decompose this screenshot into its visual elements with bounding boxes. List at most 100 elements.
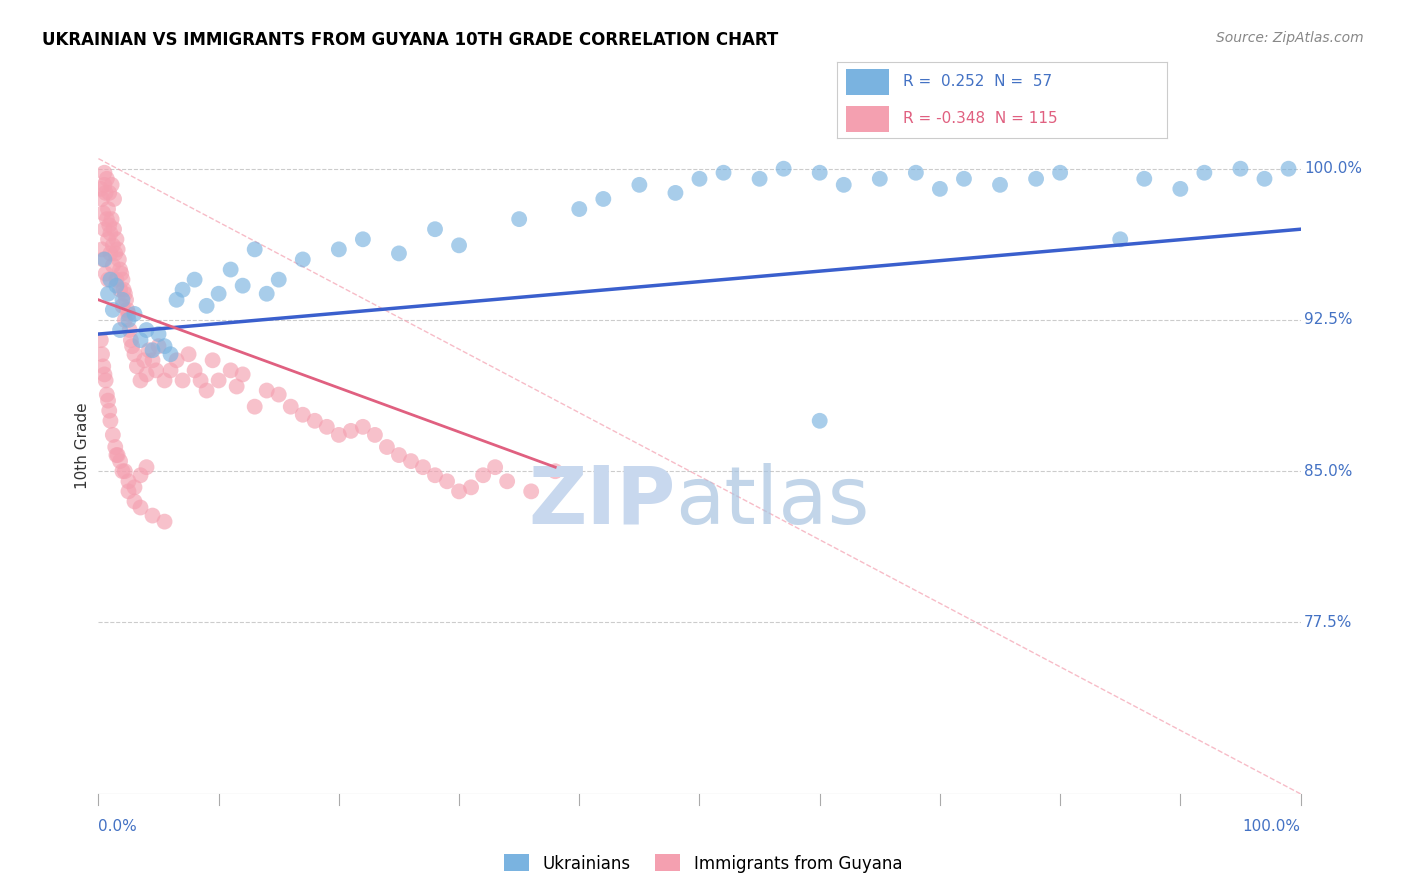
Point xyxy=(153,515,176,529)
Point xyxy=(100,226,122,240)
Point xyxy=(97,286,120,301)
Point xyxy=(472,468,495,483)
Text: 0.0%: 0.0% xyxy=(98,820,138,834)
Point xyxy=(772,161,794,176)
Point xyxy=(94,186,117,200)
Point xyxy=(135,460,157,475)
Point xyxy=(1229,161,1251,176)
Point xyxy=(375,440,398,454)
Point xyxy=(141,508,163,523)
Point xyxy=(105,448,128,462)
Point xyxy=(664,186,686,200)
Point xyxy=(121,339,143,353)
Point xyxy=(101,302,124,317)
Point xyxy=(97,272,120,286)
Point xyxy=(91,243,114,257)
Point xyxy=(115,293,138,307)
Point xyxy=(93,222,115,236)
Point xyxy=(177,347,200,361)
Point xyxy=(460,480,482,494)
Point xyxy=(114,286,136,301)
Point xyxy=(208,286,231,301)
Text: Source: ZipAtlas.com: Source: ZipAtlas.com xyxy=(1216,31,1364,45)
Point xyxy=(98,186,121,200)
Point xyxy=(141,353,163,368)
Point xyxy=(340,424,363,438)
Point xyxy=(484,460,506,475)
Point xyxy=(132,353,155,368)
Point xyxy=(183,272,205,286)
Point xyxy=(190,374,212,388)
Point xyxy=(832,178,855,192)
Point xyxy=(808,166,831,180)
Text: R = -0.348  N = 115: R = -0.348 N = 115 xyxy=(903,112,1057,127)
Point xyxy=(117,484,139,499)
Point xyxy=(159,347,181,361)
Point xyxy=(94,267,117,281)
Point xyxy=(108,252,131,267)
Point xyxy=(328,428,350,442)
Text: 85.0%: 85.0% xyxy=(1305,464,1353,479)
Point xyxy=(117,307,139,321)
Point xyxy=(423,222,446,236)
Point xyxy=(328,243,350,257)
Point xyxy=(138,343,160,358)
Point xyxy=(256,384,278,398)
Point xyxy=(219,363,242,377)
Point xyxy=(108,283,131,297)
Text: ZIP: ZIP xyxy=(529,463,675,541)
Point xyxy=(91,252,114,267)
Point xyxy=(388,448,411,462)
Point xyxy=(352,232,374,246)
Point xyxy=(423,468,446,483)
Point xyxy=(98,403,121,417)
Point xyxy=(172,374,194,388)
Point xyxy=(195,384,218,398)
Point xyxy=(447,238,470,252)
Point xyxy=(129,500,152,515)
Point xyxy=(1170,182,1192,196)
Point xyxy=(447,484,470,499)
Point xyxy=(520,484,543,499)
Point xyxy=(243,400,266,414)
Point xyxy=(117,302,139,317)
Point xyxy=(352,420,374,434)
Point xyxy=(1109,232,1132,246)
Point xyxy=(104,246,127,260)
Point xyxy=(148,339,170,353)
Point xyxy=(93,166,115,180)
Point xyxy=(267,387,290,401)
Point xyxy=(129,468,152,483)
Point xyxy=(114,464,136,478)
Point xyxy=(225,379,247,393)
Point xyxy=(97,232,120,246)
Point xyxy=(100,178,122,192)
Point xyxy=(93,178,115,192)
Point xyxy=(93,252,115,267)
Point xyxy=(129,333,152,347)
Point xyxy=(124,494,146,508)
Point xyxy=(153,339,176,353)
Point xyxy=(90,333,112,347)
Point xyxy=(107,243,129,257)
Point xyxy=(91,206,114,220)
Point xyxy=(96,212,118,227)
Point xyxy=(135,368,157,382)
Point xyxy=(112,283,135,297)
Point xyxy=(118,323,141,337)
Point xyxy=(232,368,254,382)
Point xyxy=(1049,166,1071,180)
Text: 92.5%: 92.5% xyxy=(1305,312,1353,327)
Point xyxy=(592,192,614,206)
Point xyxy=(93,368,115,382)
Point xyxy=(101,238,124,252)
Point xyxy=(1194,166,1216,180)
Text: 100.0%: 100.0% xyxy=(1305,161,1362,177)
Point xyxy=(183,363,205,377)
Point xyxy=(243,243,266,257)
Point xyxy=(315,420,337,434)
Point xyxy=(96,387,118,401)
Point xyxy=(108,262,131,277)
Point xyxy=(91,347,114,361)
Point xyxy=(117,313,139,327)
